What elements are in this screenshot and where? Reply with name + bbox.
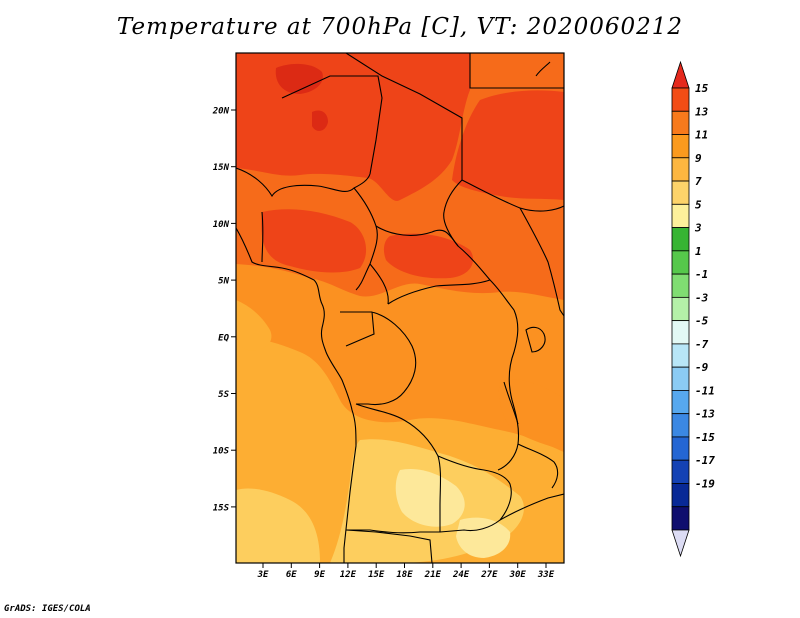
field-band-13-east	[452, 90, 564, 200]
lat-tick-label: 15S	[213, 503, 230, 513]
lon-tick-label: 12E	[340, 570, 357, 580]
lon-tick-label: 33E	[537, 570, 555, 580]
lon-tick-label: 21E	[424, 570, 442, 580]
colorbar-label: -9	[695, 361, 709, 374]
longitude-axis: 3E 6E 9E 12E 15E 18E 21E 24E 27E 30E 33E	[257, 563, 555, 580]
field-core-15b	[312, 110, 328, 131]
colorbar-swatch	[671, 296, 690, 322]
border-east-africa	[519, 207, 564, 317]
colorbar-label: -1	[695, 268, 708, 281]
field-band-5-sw	[236, 488, 320, 563]
field-band-3-south	[456, 517, 511, 558]
border-west-sahel	[236, 167, 371, 198]
temperature-field	[236, 53, 564, 563]
colorbar-swatch	[671, 134, 690, 159]
lat-tick-label: 10N	[213, 220, 230, 230]
colorbar-swatch	[671, 203, 690, 228]
lat-tick-label: 5N	[218, 277, 229, 287]
colorbar-label: -15	[695, 431, 715, 444]
colorbar-label: 9	[695, 152, 702, 165]
colorbar-swatch	[671, 366, 690, 391]
colorbar-swatch	[671, 506, 690, 531]
colorbar-label: 11	[695, 129, 708, 142]
map-title: Temperature at 700hPa [C], VT: 202006021…	[116, 14, 684, 40]
border-sahara	[281, 75, 383, 175]
colorbar-bottom-arrow	[671, 529, 690, 558]
colorbar-swatch	[671, 87, 690, 112]
colorbar-label: 13	[695, 105, 709, 118]
colorbar-label: -13	[695, 408, 715, 421]
colorbar-label: -3	[695, 291, 709, 304]
border-libya-east	[345, 53, 463, 180]
colorbar-swatch	[671, 459, 690, 484]
colorbar-label: 3	[694, 222, 702, 235]
lon-tick-label: 27E	[480, 570, 498, 580]
country-borders	[236, 53, 564, 563]
lon-tick-label: 3E	[257, 570, 269, 580]
coastline-west-africa	[236, 227, 357, 563]
colorbar-swatch	[671, 343, 690, 368]
field-band-7-west	[236, 300, 272, 351]
lat-tick-label: EQ	[218, 333, 229, 343]
lon-tick-label: 6E	[286, 570, 297, 580]
colorbar-label: -19	[695, 477, 715, 490]
border-mozambique	[499, 443, 564, 521]
border-drc-east	[497, 309, 520, 471]
colorbar: 15 13 11 9 7 5 3 1 -1 -3 -5 -7 -9 -11 -13 -15 -17 -19	[671, 60, 715, 558]
lat-tick-label: 15N	[213, 163, 230, 173]
field-core-15	[275, 63, 323, 94]
border-egypt	[469, 53, 564, 89]
grads-credit: GrADS: IGES/COLA	[4, 604, 91, 614]
colorbar-swatch	[671, 250, 690, 275]
field-band-13-car	[383, 233, 474, 279]
colorbar-label: -5	[695, 315, 709, 328]
colorbar-label: 7	[695, 175, 702, 188]
lat-tick-label: 10S	[213, 447, 230, 457]
lon-tick-label: 15E	[368, 570, 385, 580]
colorbar-swatch	[671, 413, 690, 438]
colorbar-swatch	[671, 390, 690, 415]
colorbar-label: 1	[695, 245, 702, 258]
border-chad	[443, 179, 491, 281]
colorbar-label: 15	[695, 82, 709, 95]
lon-tick-label: 9E	[314, 570, 325, 580]
lon-tick-label: 30E	[509, 570, 527, 580]
colorbar-top-arrow	[671, 60, 690, 89]
map-frame	[235, 52, 565, 564]
border-congo	[340, 311, 417, 406]
field-band-13-central	[261, 209, 367, 273]
colorbar-swatch	[671, 273, 690, 298]
colorbar-label: -11	[695, 384, 715, 397]
colorbar-label: -17	[695, 454, 715, 467]
border-car	[387, 279, 515, 311]
border-nigeria	[261, 187, 378, 291]
latitude-axis: 20N 15N 10N 5N EQ 5S 10S 15S	[212, 107, 236, 513]
colorbar-label: -7	[695, 338, 709, 351]
lon-tick-label: 18E	[396, 570, 413, 580]
lat-tick-label: 5S	[218, 390, 229, 400]
colorbar-label: 5	[695, 198, 702, 211]
lat-tick-label: 20N	[212, 107, 230, 117]
lon-tick-label: 24E	[452, 570, 470, 580]
field-band-9-east	[498, 378, 564, 450]
colorbar-swatch	[671, 157, 690, 182]
border-cameroon	[369, 225, 459, 305]
colorbar-swatch	[671, 436, 690, 461]
border-zambia	[437, 455, 512, 533]
colorbar-swatch	[671, 483, 690, 508]
colorbar-swatch	[671, 320, 690, 345]
border-angola	[346, 403, 442, 534]
colorbar-swatch	[671, 180, 690, 205]
border-lakes	[503, 326, 546, 425]
border-sudan	[461, 179, 564, 212]
colorbar-swatch	[671, 110, 690, 135]
coast-sinai	[535, 61, 551, 77]
field-band-3	[395, 468, 465, 527]
colorbar-swatch	[671, 227, 690, 252]
border-namibia	[345, 529, 433, 563]
